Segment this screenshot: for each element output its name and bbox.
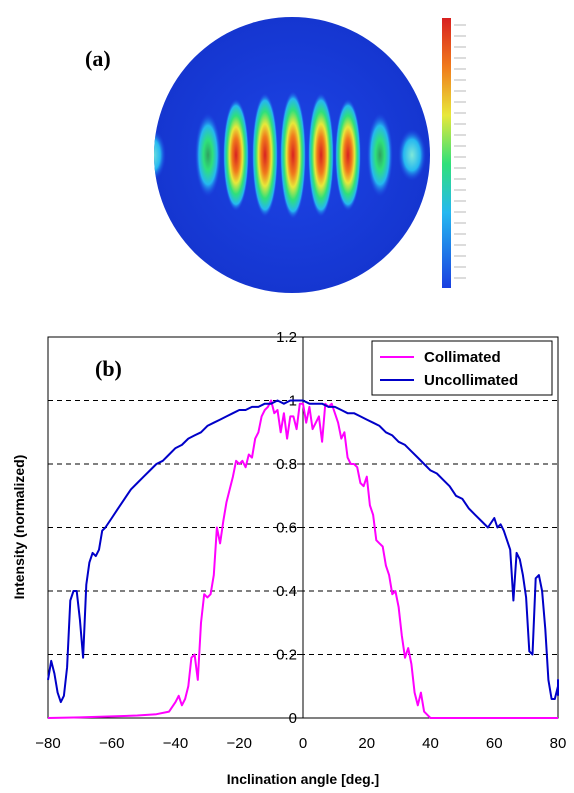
colorbar — [442, 18, 451, 288]
x-tick-label: −40 — [163, 735, 188, 752]
legend-label-uncollimated: Uncollimated — [424, 372, 518, 389]
colorbar-tick-marks — [454, 24, 466, 279]
panel-b-chart: 00.20.40.60.811.2 −80 −60 −40 −20 0 20 40 60 80 … — [11, 329, 566, 787]
x-tick-label: 80 — [550, 735, 567, 752]
y-axis-title: Intensity (normalized) — [11, 455, 27, 600]
panel-a: (a) — [85, 17, 466, 293]
y-tick-label: 0 — [289, 710, 297, 727]
x-tick-label: 20 — [358, 735, 375, 752]
legend: Collimated Uncollimated — [371, 340, 553, 396]
fringe — [280, 91, 306, 219]
fringe — [195, 113, 221, 197]
y-tick-marks — [297, 336, 303, 719]
fringe — [367, 113, 393, 197]
y-tick-label: 0.8 — [276, 456, 297, 473]
fringe — [223, 99, 249, 211]
legend-label-collimated: Collimated — [424, 349, 501, 366]
fringe — [252, 93, 278, 217]
y-tick-label: 0.2 — [276, 647, 297, 664]
panel-b-label: (b) — [95, 356, 122, 381]
x-tick-label: 0 — [299, 735, 307, 752]
x-tick-label: −60 — [99, 735, 124, 752]
x-tick-label: 60 — [486, 735, 503, 752]
legend-box — [371, 340, 553, 396]
y-tick-label: 0.6 — [276, 520, 297, 537]
x-axis-title: Inclination angle [deg.] — [227, 771, 379, 787]
y-tick-labels: 00.20.40.60.811.2 — [276, 329, 297, 727]
series-line-uncollimated — [47, 399, 559, 704]
fringe — [335, 99, 361, 211]
fringe — [154, 129, 166, 181]
x-tick-label: −20 — [227, 735, 252, 752]
interference-fringes — [154, 91, 426, 219]
fringe — [398, 129, 426, 181]
series-line-collimated — [47, 399, 558, 719]
fringe — [308, 93, 334, 217]
y-tick-label: 1.2 — [276, 329, 297, 346]
series-layer — [47, 399, 559, 719]
panel-a-label: (a) — [85, 46, 111, 71]
x-tick-label: −80 — [35, 735, 60, 752]
y-tick-label: 0.4 — [276, 583, 297, 600]
x-tick-label: 40 — [422, 735, 439, 752]
x-tick-labels: −80 −60 −40 −20 0 20 40 60 80 — [35, 735, 566, 752]
